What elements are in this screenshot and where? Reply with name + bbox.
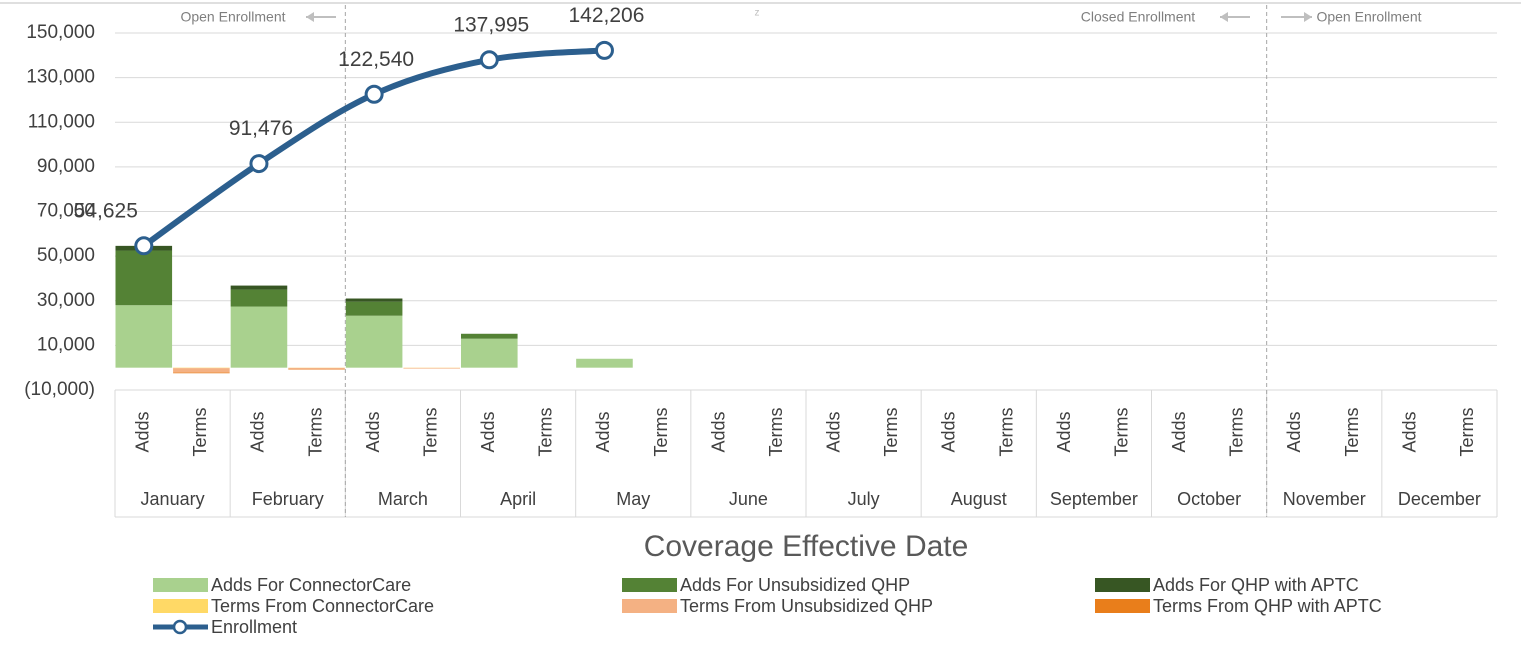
legend-swatch: [1095, 578, 1150, 592]
legend-swatch-marker: [172, 619, 188, 635]
x-tick-label: Adds: [1399, 411, 1419, 452]
x-tick-label: Terms: [881, 408, 901, 457]
legend-label: Terms From QHP with APTC: [1153, 596, 1382, 616]
y-tick-label: (10,000): [24, 379, 95, 400]
annotation: Closed Enrollment: [1081, 9, 1195, 25]
enrollment-line: [140, 47, 608, 249]
data-label: 91,476: [229, 117, 293, 140]
x-tick-label: Terms: [420, 408, 440, 457]
x-group-label: February: [252, 489, 324, 509]
bar: [576, 358, 633, 368]
x-tick-label: Adds: [248, 411, 268, 452]
enrollment-marker: [594, 40, 614, 60]
data-label: 142,206: [568, 4, 644, 27]
bar: [173, 368, 230, 373]
x-tick-label: Terms: [305, 408, 325, 457]
x-group-label: January: [141, 489, 205, 509]
bar: [345, 315, 403, 368]
bar: [403, 367, 460, 369]
arrow-head: [306, 12, 314, 22]
x-group-label: March: [378, 489, 428, 509]
bar: [345, 301, 403, 316]
bar: [230, 306, 288, 368]
x-group-label: December: [1398, 489, 1481, 509]
legend-swatch: [622, 599, 677, 613]
x-group-label: May: [616, 489, 650, 509]
x-group-label: April: [500, 489, 536, 509]
y-tick-label: 30,000: [37, 290, 95, 311]
annotation: Open Enrollment: [1316, 9, 1421, 25]
bar: [173, 372, 230, 374]
annotation: Open Enrollment: [180, 9, 285, 25]
x-tick-label: Terms: [1227, 408, 1247, 457]
x-tick-label: Terms: [1457, 408, 1477, 457]
legend-label: Adds For ConnectorCare: [211, 575, 411, 595]
x-tick-label: Adds: [708, 411, 728, 452]
bar: [345, 298, 403, 302]
x-tick-label: Adds: [363, 411, 383, 452]
x-tick-label: Adds: [133, 411, 153, 452]
x-tick-label: Terms: [766, 408, 786, 457]
enrollment-marker: [479, 50, 499, 70]
enrollment-marker: [249, 154, 269, 174]
y-tick-label: 130,000: [26, 67, 95, 88]
data-label: 122,540: [338, 48, 414, 71]
y-tick-label: 50,000: [37, 245, 95, 266]
y-tick-label: 70,000: [37, 201, 95, 222]
x-axis-title: Coverage Effective Date: [644, 530, 969, 563]
x-tick-label: Terms: [190, 408, 210, 457]
annotation: z: [755, 8, 760, 19]
y-tick-label: 10,000: [37, 334, 95, 355]
legend-label: Adds For Unsubsidized QHP: [680, 575, 910, 595]
bar: [115, 250, 173, 306]
bar: [461, 333, 518, 339]
bar: [230, 285, 288, 290]
x-group-label: September: [1050, 489, 1138, 509]
legend-label: Terms From Unsubsidized QHP: [680, 596, 933, 616]
x-tick-label: Adds: [1169, 411, 1189, 452]
y-tick-label: 110,000: [28, 111, 95, 132]
x-tick-label: Adds: [824, 411, 844, 452]
x-tick-label: Terms: [996, 408, 1016, 457]
x-tick-label: Adds: [478, 411, 498, 452]
enrollment-marker: [364, 84, 384, 104]
bar: [230, 289, 288, 307]
legend-swatch: [153, 599, 208, 613]
bar: [461, 338, 518, 368]
x-tick-label: Adds: [593, 411, 613, 452]
bar: [288, 367, 345, 370]
x-tick-label: Terms: [651, 408, 671, 457]
x-group-label: November: [1283, 489, 1366, 509]
legend-label: Adds For QHP with APTC: [1153, 575, 1359, 595]
y-tick-label: 90,000: [37, 156, 95, 177]
legend-label: Terms From ConnectorCare: [211, 596, 434, 616]
enrollment-marker: [134, 236, 154, 256]
arrow-head: [1220, 12, 1228, 22]
x-tick-label: Terms: [1111, 408, 1131, 457]
x-group-label: July: [848, 489, 880, 509]
x-group-label: August: [951, 489, 1007, 509]
legend-swatch: [1095, 599, 1150, 613]
x-group-label: October: [1177, 489, 1241, 509]
x-tick-label: Terms: [536, 408, 556, 457]
x-group-label: June: [729, 489, 768, 509]
data-label: 54,625: [74, 199, 138, 222]
legend-swatch: [153, 578, 208, 592]
x-tick-label: Adds: [939, 411, 959, 452]
data-label: 137,995: [453, 13, 529, 36]
bar: [115, 305, 173, 368]
x-tick-label: Terms: [1342, 408, 1362, 457]
legend-swatch: [622, 578, 677, 592]
x-tick-label: Adds: [1284, 411, 1304, 452]
arrow-head: [1304, 12, 1312, 22]
y-tick-label: 150,000: [26, 22, 95, 43]
legend-label: Enrollment: [211, 617, 297, 637]
x-tick-label: Adds: [1054, 411, 1074, 452]
